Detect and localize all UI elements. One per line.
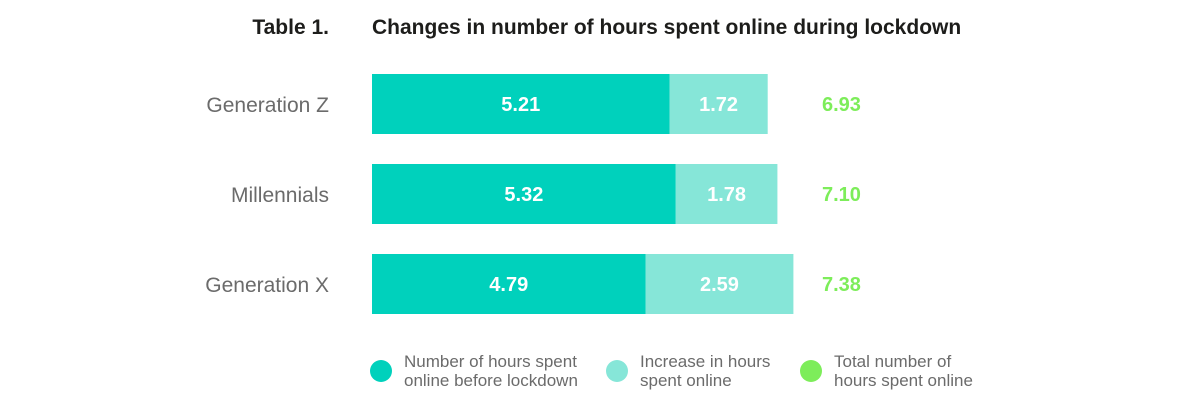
bar-before-millennials bbox=[372, 164, 676, 224]
legend-label-total: Total number of hours spent online bbox=[834, 352, 973, 390]
data-label-before-millennials: 5.32 bbox=[504, 184, 543, 206]
data-label-increase-generation-x: 2.59 bbox=[700, 274, 739, 296]
bar-increase-generation-x bbox=[645, 254, 794, 314]
legend-label-increase: Increase in hours spent online bbox=[640, 352, 771, 390]
bar-before-generation-x bbox=[372, 254, 646, 314]
data-label-increase-millennials: 1.78 bbox=[707, 184, 746, 206]
bar-before-generation-z bbox=[372, 74, 670, 134]
legend-swatch-total bbox=[800, 360, 822, 382]
total-label-generation-x: 7.38 bbox=[822, 274, 861, 296]
category-label-generation-x: Generation X bbox=[205, 274, 329, 297]
legend-item-before-lockdown: Number of hours spent online before lock… bbox=[370, 352, 606, 390]
category-label-generation-z: Generation Z bbox=[206, 94, 329, 117]
data-label-increase-generation-z: 1.72 bbox=[699, 94, 738, 116]
legend-swatch-increase bbox=[606, 360, 628, 382]
data-label-before-generation-z: 5.21 bbox=[501, 94, 540, 116]
total-label-millennials: 7.10 bbox=[822, 184, 861, 206]
data-label-before-generation-x: 4.79 bbox=[489, 274, 528, 296]
chart-title: Changes in number of hours spent online … bbox=[372, 16, 961, 39]
table-label: Table 1. bbox=[252, 16, 329, 39]
bars-group: Generation Z 5.21 1.72 6.93 Millennials 5.32 1… bbox=[205, 74, 861, 314]
total-label-generation-z: 6.93 bbox=[822, 94, 861, 116]
legend-item-total: Total number of hours spent online bbox=[800, 352, 1000, 390]
legend-swatch-before-lockdown bbox=[370, 360, 392, 382]
category-label-millennials: Millennials bbox=[231, 184, 329, 207]
bar-increase-generation-z bbox=[669, 74, 768, 134]
legend-item-increase: Increase in hours spent online bbox=[606, 352, 800, 390]
legend: Number of hours spent online before lock… bbox=[370, 352, 1000, 390]
legend-label-before-lockdown: Number of hours spent online before lock… bbox=[404, 352, 578, 390]
bar-increase-millennials bbox=[675, 164, 778, 224]
